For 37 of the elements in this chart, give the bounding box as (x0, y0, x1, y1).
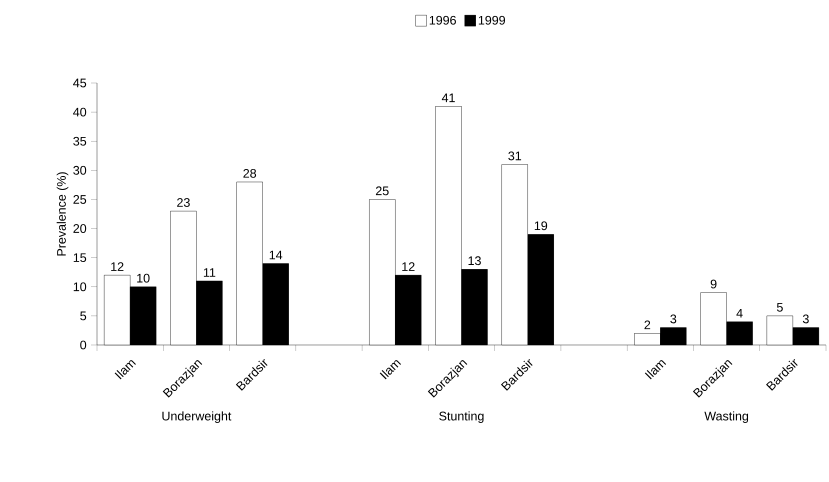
data-label: 12 (111, 262, 124, 271)
data-label: 25 (376, 186, 389, 196)
data-label: 2 (644, 320, 650, 330)
data-label: 23 (177, 198, 190, 207)
y-tick-label: 45 (73, 78, 86, 88)
y-tick-label: 15 (74, 253, 86, 262)
x-tick-label: Ilam (644, 360, 666, 380)
y-tick-label: 20 (73, 224, 86, 233)
data-label: 3 (670, 314, 676, 324)
data-label: 14 (270, 250, 282, 260)
y-tick-label: 0 (80, 340, 86, 350)
y-tick-label: 40 (73, 108, 86, 117)
y-tick-label: 30 (73, 166, 86, 175)
y-tick-label: 10 (74, 282, 86, 292)
data-label: 31 (508, 152, 522, 160)
x-tick-label: Ilam (114, 360, 136, 380)
data-label: 4 (736, 308, 743, 318)
text: Underweight (162, 411, 232, 423)
data-label: 10 (137, 274, 150, 283)
data-label: 3 (802, 314, 809, 324)
legend-label: 1996 (430, 16, 456, 25)
y-axis-title: Prevalence (%) (56, 172, 68, 256)
data-label: 28 (243, 168, 256, 178)
data-label: 5 (776, 303, 783, 312)
data-label: 19 (534, 221, 548, 230)
legend-label: 1999 (478, 16, 506, 25)
data-label: 13 (468, 256, 481, 266)
data-label: 11 (204, 268, 216, 277)
y-tick-label: 35 (73, 136, 86, 146)
y-tick-label: 5 (80, 312, 86, 320)
text: Stunting (439, 411, 484, 423)
data-label: 9 (710, 280, 716, 288)
data-label: 12 (402, 262, 415, 271)
data-label: 41 (442, 94, 455, 102)
text: Wasting (704, 411, 748, 423)
y-tick-label: 25 (73, 195, 86, 204)
x-tick-label: Ilam (380, 360, 402, 380)
